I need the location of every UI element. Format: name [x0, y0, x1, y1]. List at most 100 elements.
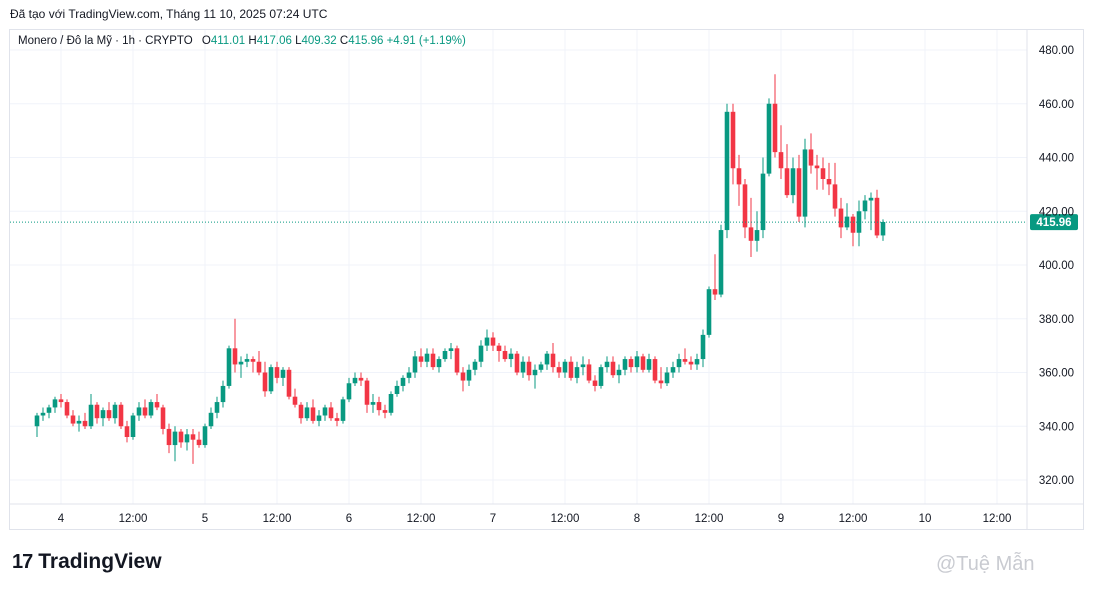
candle-body: [538, 364, 544, 370]
tradingview-logo[interactable]: 17 TradingView: [12, 550, 162, 574]
candle: [508, 348, 514, 368]
candle-body: [706, 289, 712, 335]
candle: [40, 407, 46, 421]
candle: [52, 396, 58, 413]
candle-body: [802, 149, 808, 217]
candle-body: [370, 402, 376, 405]
candle-body: [112, 404, 118, 419]
candle-body: [232, 348, 238, 365]
candle-body: [718, 230, 724, 295]
candle-body: [268, 367, 274, 392]
x-tick-label: 9: [778, 513, 784, 525]
candle-body: [790, 168, 796, 196]
candle-body: [502, 351, 508, 360]
candle: [280, 367, 286, 386]
candle-body: [418, 356, 424, 362]
candle-body: [700, 334, 706, 360]
candle-body: [532, 369, 538, 376]
candle: [244, 353, 250, 368]
candle: [550, 342, 556, 373]
candle: [376, 396, 382, 416]
candle: [478, 340, 484, 368]
close-label: C: [339, 35, 349, 47]
candle: [316, 410, 322, 427]
candle-body: [628, 359, 634, 368]
candle: [412, 351, 418, 378]
candle: [580, 356, 586, 376]
x-tick-label: 12:00: [407, 513, 436, 525]
tradingview-logo-icon: 17: [12, 550, 33, 573]
candle: [664, 367, 670, 386]
candle: [826, 162, 832, 196]
candle: [766, 98, 772, 177]
candle: [214, 396, 220, 419]
candle: [424, 348, 430, 368]
candle: [514, 351, 520, 376]
candle-body: [46, 407, 52, 413]
candle: [628, 356, 634, 373]
candle-body: [454, 348, 460, 373]
y-tick-label: 400.00: [1039, 260, 1074, 272]
candle-body: [550, 353, 556, 368]
candle: [814, 154, 820, 190]
candle: [238, 356, 244, 378]
candle-body: [250, 359, 256, 362]
symbol-title[interactable]: Monero / Đô la Mỹ · 1h · CRYPTO: [18, 35, 193, 47]
candle: [226, 345, 232, 389]
candle: [574, 361, 580, 384]
candle: [112, 402, 118, 424]
candle: [502, 345, 508, 362]
candle: [838, 197, 844, 239]
candle: [712, 254, 718, 300]
candle-body: [604, 361, 610, 368]
candle-body: [58, 399, 64, 403]
candle-body: [610, 361, 616, 376]
candle: [370, 394, 376, 413]
candle-body: [340, 399, 346, 421]
candle: [724, 103, 730, 239]
candle-body: [724, 111, 730, 231]
candle-body: [376, 402, 382, 411]
candle: [382, 404, 388, 419]
high-label: H: [248, 35, 257, 47]
candles: [34, 74, 886, 464]
candle: [346, 377, 352, 403]
candle: [646, 353, 652, 373]
candle: [652, 356, 658, 384]
candle-body: [298, 404, 304, 419]
candle-body: [184, 434, 190, 443]
candle-body: [616, 369, 622, 376]
candle-body: [652, 359, 658, 381]
candle-body: [466, 369, 472, 381]
time-axis: 4 12:00 5 12:00 6 12:00 7 12:00 8 12:00 9 12:00 10 12…: [58, 513, 1012, 525]
candle: [796, 154, 802, 222]
candle-body: [478, 345, 484, 362]
candle-body: [52, 399, 58, 408]
x-tick-label: 12:00: [551, 513, 580, 525]
candle: [310, 399, 316, 424]
candle: [820, 157, 826, 190]
candle: [172, 426, 178, 462]
candle-body: [760, 173, 766, 231]
candle-body: [424, 353, 430, 362]
candle-body: [286, 369, 292, 397]
grid: [10, 30, 1083, 530]
candle-body: [214, 402, 220, 413]
candle-body: [838, 208, 844, 228]
candle-body: [196, 439, 202, 446]
open-label: O: [201, 35, 211, 47]
candle-body: [190, 434, 196, 440]
candle-body: [766, 103, 772, 174]
candle: [130, 412, 136, 440]
candle-body: [808, 149, 814, 166]
candle: [184, 428, 190, 451]
candle: [616, 364, 622, 384]
candle-body: [880, 222, 886, 236]
y-tick-label: 340.00: [1039, 421, 1074, 433]
candle-body: [178, 431, 184, 443]
candle-body: [136, 407, 142, 416]
candle-body: [334, 418, 340, 421]
candle: [394, 380, 400, 397]
y-tick-label: 320.00: [1039, 475, 1074, 487]
